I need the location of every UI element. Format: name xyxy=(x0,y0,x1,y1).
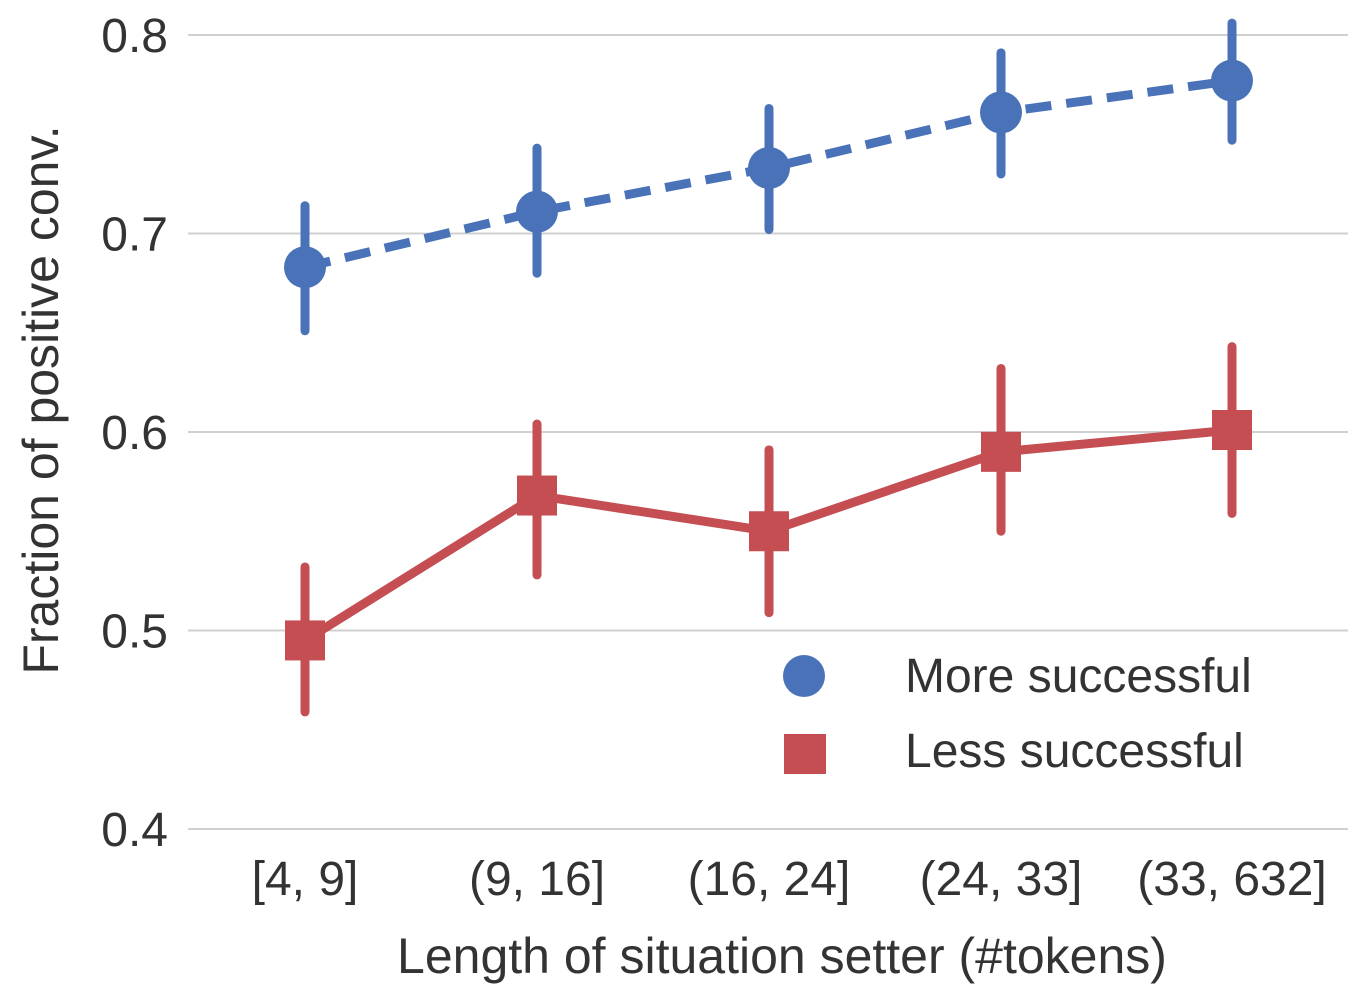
y-tick-label: 0.7 xyxy=(101,209,168,262)
y-tick-labels: 0.4 0.5 0.6 0.7 0.8 xyxy=(101,10,168,857)
data-point xyxy=(284,246,326,289)
legend-marker-more-successful xyxy=(783,655,825,697)
data-point xyxy=(748,146,790,189)
plot-area xyxy=(284,18,1253,717)
x-tick-label: (24, 33] xyxy=(920,853,1083,906)
data-point xyxy=(516,190,558,233)
x-tick-labels: [4, 9] (9, 16] (16, 24] (24, 33] (33, 632] xyxy=(252,853,1327,906)
legend: More successful Less successful xyxy=(783,650,1252,778)
gridlines xyxy=(188,34,1348,830)
data-point xyxy=(749,511,789,552)
data-point xyxy=(1212,410,1252,451)
x-axis-label: Length of situation setter (#tokens) xyxy=(397,928,1167,984)
x-tick-label: (16, 24] xyxy=(688,853,851,906)
y-tick-label: 0.8 xyxy=(101,10,168,63)
legend-label-more-successful: More successful xyxy=(905,650,1252,703)
data-point xyxy=(1211,59,1253,102)
series-more-successful xyxy=(284,18,1253,336)
y-tick-label: 0.4 xyxy=(101,804,168,857)
x-tick-label: (9, 16] xyxy=(469,853,605,906)
data-point xyxy=(981,431,1021,472)
y-tick-label: 0.5 xyxy=(101,606,168,659)
y-axis-label: Fraction of positive conv. xyxy=(13,125,69,674)
legend-label-less-successful: Less successful xyxy=(905,725,1244,778)
legend-marker-less-successful xyxy=(784,734,826,774)
data-point xyxy=(517,475,557,516)
y-tick-label: 0.6 xyxy=(101,407,168,460)
x-tick-label: [4, 9] xyxy=(252,853,359,906)
x-tick-label: (33, 632] xyxy=(1137,853,1326,906)
data-point xyxy=(980,91,1022,134)
data-point xyxy=(285,620,325,661)
series-less-successful xyxy=(285,342,1252,717)
